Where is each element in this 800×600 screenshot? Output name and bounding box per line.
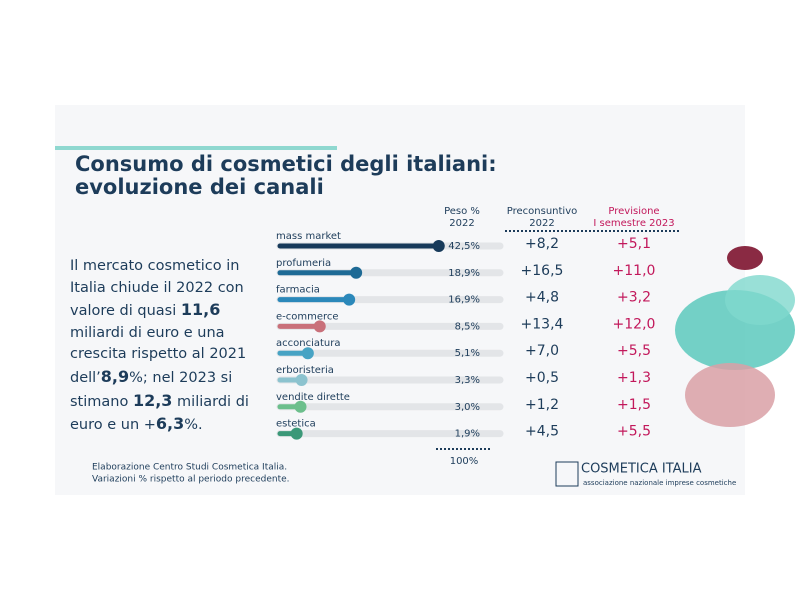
summary-text: miliardi di euro e una crescita rispetto…	[70, 324, 247, 386]
logo: COSMETICA ITALIA	[581, 462, 702, 477]
note: Elaborazione Centro Studi Cosmetica Ital…	[92, 463, 287, 473]
total: 100%	[450, 456, 479, 467]
channel: vendite dirette	[276, 392, 350, 403]
summary-text: 8,9	[100, 366, 130, 386]
summary-text: 12,3	[132, 390, 173, 410]
peso: 1,9%	[455, 429, 480, 440]
bar-end	[313, 320, 326, 333]
peso: 8,5%	[455, 321, 480, 332]
header: Peso %	[444, 206, 480, 217]
bar-end	[432, 240, 445, 252]
preconsuntivo: +4,5	[525, 424, 559, 440]
previsione: +3,2	[617, 290, 651, 306]
peso: 3,3%	[455, 375, 480, 386]
preconsuntivo: +1,2	[525, 397, 559, 413]
bar-end	[295, 374, 308, 386]
channel: farmacia	[276, 285, 320, 296]
previsione: +5,1	[617, 236, 651, 252]
channel: profumeria	[276, 258, 331, 269]
title: Consumo di cosmetici degli italiani:	[75, 152, 497, 176]
peso: 16,9%	[448, 295, 480, 306]
channel: estetica	[276, 419, 316, 430]
bar-end	[350, 266, 363, 279]
preconsuntivo: +8,2	[525, 236, 559, 252]
peso: 42,5%	[448, 241, 480, 252]
summary-text: Il mercato cosmetico in Italia chiude il…	[70, 258, 244, 320]
bar-end	[343, 293, 356, 306]
previsione: +11,0	[613, 263, 656, 279]
preconsuntivo: +13,4	[521, 316, 564, 332]
summary-text: miliardi di euro e un +	[70, 393, 249, 434]
bar-end	[290, 427, 303, 440]
header: Preconsuntivo	[507, 206, 577, 217]
summary-text: 6,3	[155, 414, 185, 434]
bar-end	[294, 400, 307, 413]
summary-text: %.	[184, 417, 203, 434]
bar-end	[301, 347, 314, 360]
logo-mark	[555, 461, 579, 487]
channel: erboristeria	[276, 365, 334, 376]
header: I semestre 2023	[593, 218, 674, 229]
channel: mass market	[276, 231, 341, 242]
previsione: +12,0	[613, 316, 656, 332]
note: Variazioni % rispetto al periodo precede…	[92, 475, 290, 485]
previsione: +1,3	[617, 370, 651, 386]
preconsuntivo: +16,5	[521, 263, 564, 279]
tagline: associazione nazionale imprese cosmetich…	[583, 479, 736, 487]
channel: acconciatura	[276, 338, 340, 349]
preconsuntivo: +7,0	[525, 343, 559, 359]
title: evoluzione dei canali	[75, 175, 324, 199]
summary: Il mercato cosmetico in Italia chiude il…	[70, 256, 260, 437]
header: Previsione	[608, 206, 659, 217]
preconsuntivo: +0,5	[525, 370, 559, 386]
summary-text: %; nel 2023 si stimano	[70, 369, 233, 410]
header: 2022	[449, 218, 474, 229]
previsione: +1,5	[617, 397, 651, 413]
previsione: +5,5	[617, 424, 651, 440]
preconsuntivo: +4,8	[525, 290, 559, 306]
peso: 18,9%	[448, 268, 480, 279]
peso: 3,0%	[455, 402, 480, 413]
summary-text: 11,6	[180, 300, 221, 320]
accent-line	[55, 146, 337, 150]
previsione: +5,5	[617, 343, 651, 359]
peso: 5,1%	[455, 348, 480, 359]
channel: e-commerce	[276, 311, 339, 322]
decoration	[675, 246, 795, 427]
header: 2022	[529, 218, 554, 229]
